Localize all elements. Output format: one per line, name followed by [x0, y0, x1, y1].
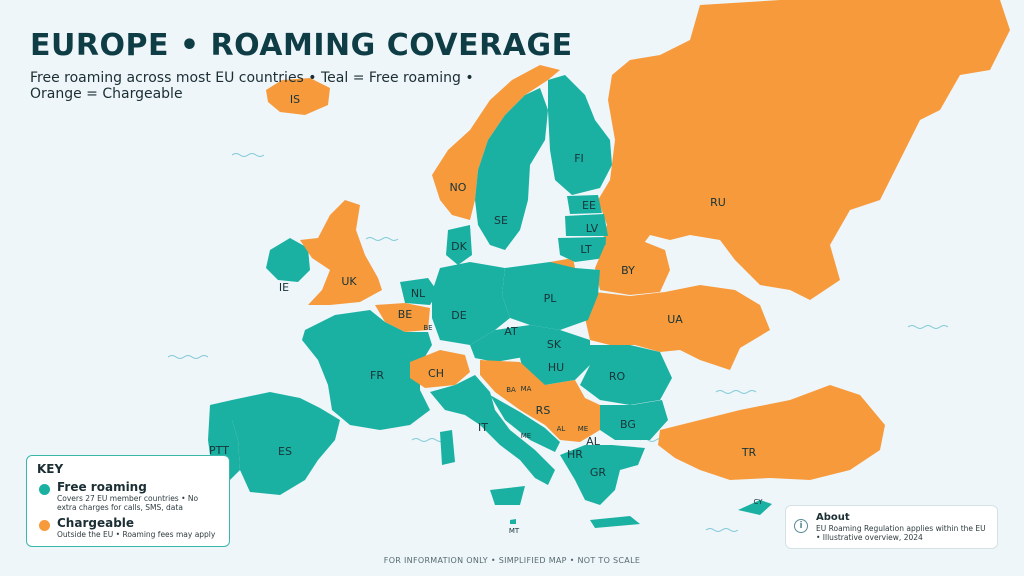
country-latvia	[565, 214, 608, 236]
key-item-free: Free roaming Covers 27 EU member countri…	[37, 480, 219, 512]
map-key: KEY Free roaming Covers 27 EU member cou…	[26, 455, 230, 547]
country-ireland	[266, 238, 310, 282]
country-italy	[430, 375, 555, 485]
country-belgium	[375, 303, 430, 332]
country-greece-crete	[590, 516, 640, 528]
label-malta: MT	[509, 527, 520, 535]
key-label-free: Free roaming	[57, 480, 147, 494]
country-labels: IS NO SE FI RU EE LV LT DK IE UK NL BE B…	[209, 93, 763, 535]
label-montenegro-small: MA	[521, 385, 532, 393]
country-russia	[598, 0, 1010, 300]
label-macedonia: ME	[578, 425, 588, 433]
country-belarus	[595, 240, 670, 295]
label-russia: RU	[710, 196, 726, 209]
key-title: KEY	[37, 462, 64, 476]
label-luxembourg: BE	[423, 324, 432, 332]
label-bosnia: BA	[506, 386, 516, 394]
country-cyprus	[738, 500, 772, 515]
label-spain: ES	[278, 445, 292, 458]
country-greece	[560, 445, 645, 505]
key-desc-chargeable: Outside the EU • Roaming fees may apply	[57, 530, 216, 539]
label-croatia: HR	[567, 448, 583, 461]
label-austria: AT	[504, 325, 518, 338]
label-italy: IT	[478, 421, 488, 434]
country-france	[302, 310, 432, 430]
label-belgium: BE	[398, 308, 413, 321]
label-estonia: EE	[582, 199, 596, 212]
country-finland	[548, 75, 612, 195]
info-icon: i	[794, 519, 808, 533]
country-norway	[432, 65, 560, 220]
label-portugal: PTT	[209, 444, 229, 457]
label-ukraine: UA	[667, 313, 683, 326]
label-sweden: SE	[494, 214, 508, 227]
label-turkey: TR	[741, 446, 757, 459]
country-poland	[502, 262, 600, 330]
country-turkey	[658, 385, 885, 480]
label-latvia: LV	[586, 222, 599, 235]
country-estonia	[567, 195, 602, 214]
label-germany: DE	[451, 309, 466, 322]
country-hungary	[520, 330, 590, 385]
page-title: EUROPE • ROAMING COVERAGE	[30, 28, 573, 63]
label-hungary: HU	[548, 361, 564, 374]
label-uk: UK	[341, 275, 357, 288]
label-poland: PL	[544, 292, 558, 305]
country-sweden	[475, 88, 548, 250]
label-switzerland: CH	[428, 367, 444, 380]
label-norway: NO	[450, 181, 467, 194]
country-denmark	[446, 225, 472, 265]
country-serbia-balkans	[480, 360, 600, 442]
country-germany	[432, 262, 510, 345]
about-text: EU Roaming Regulation applies within the…	[816, 524, 986, 542]
key-desc-free: Covers 27 EU member countries • No extra…	[57, 494, 199, 512]
teal-dot-icon	[39, 484, 50, 495]
country-romania	[580, 345, 672, 405]
label-romania: RO	[609, 370, 626, 383]
about-title: About	[816, 512, 850, 523]
page-subtitle: Free roaming across most EU countries • …	[30, 70, 474, 102]
label-belarus: BY	[621, 264, 635, 277]
label-slovakia: SK	[547, 338, 562, 351]
label-albania-small: AL	[557, 425, 566, 433]
label-cyprus: CY	[753, 498, 763, 506]
label-france: FR	[370, 369, 384, 382]
country-switzerland	[410, 350, 470, 388]
key-label-chargeable: Chargeable	[57, 516, 135, 530]
key-item-chargeable: Chargeable Outside the EU • Roaming fees…	[37, 516, 219, 539]
label-iceland: IS	[290, 93, 300, 106]
label-finland: FI	[574, 152, 584, 165]
country-bulgaria	[600, 400, 668, 440]
country-spain	[232, 392, 340, 495]
country-uk	[300, 200, 382, 305]
about-panel: i About EU Roaming Regulation applies wi…	[785, 505, 998, 549]
country-malta	[510, 519, 516, 524]
label-bulgaria: BG	[620, 418, 636, 431]
country-netherlands	[400, 278, 438, 305]
country-iceland	[266, 78, 330, 115]
label-ireland: IE	[279, 281, 289, 294]
country-croatia	[490, 395, 560, 452]
label-montenegro: ME	[521, 432, 531, 440]
footer-note: FOR INFORMATION ONLY • SIMPLIFIED MAP • …	[383, 556, 641, 565]
label-albania: AL	[586, 435, 601, 448]
country-italy-sicily	[490, 486, 525, 505]
label-greece: GR	[590, 466, 607, 479]
label-serbia: RS	[536, 404, 551, 417]
orange-dot-icon	[39, 520, 50, 531]
label-denmark: DK	[451, 240, 467, 253]
country-italy-sardinia	[440, 430, 455, 465]
country-lithuania	[558, 237, 606, 262]
country-ukraine	[585, 285, 770, 370]
label-lithuania: LT	[580, 243, 592, 256]
label-netherlands: NL	[411, 287, 426, 300]
